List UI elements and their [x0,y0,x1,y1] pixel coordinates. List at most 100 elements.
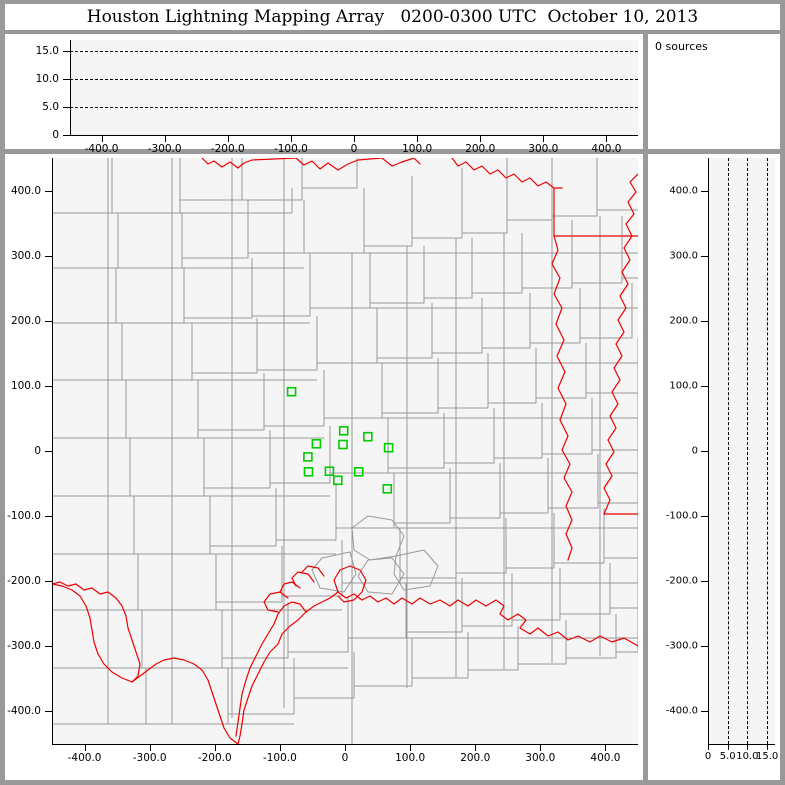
map-y-tick-label: 200.0 [10,314,41,327]
map-y-tick-label: 400.0 [10,184,41,197]
height-x-axis [708,744,775,745]
height-y-tick: 400.0 [669,185,708,196]
map-y-tick: -100.0 [7,510,52,522]
map-x-tick: -100.0 [263,745,297,764]
map-y-tick-label: -100.0 [7,510,41,523]
map-x-tick: 0 [342,745,348,764]
lma-station-marker[interactable] [362,431,373,442]
map-x-tick: -400.0 [68,745,101,764]
x-tick: 0 [351,136,357,155]
map-x-tick-label: 200.0 [460,752,491,764]
map-x-tick: 400.0 [590,745,620,764]
map-x-tick: -200.0 [198,745,232,764]
map-x-tick: 300.0 [525,745,555,764]
x-tick: -200.0 [211,136,245,155]
state-coastline-layer [52,158,638,744]
map-x-axis [52,744,638,745]
map-x-tick-label: -300.0 [132,752,167,764]
map-y-tick-label: -200.0 [7,575,41,588]
county-borders-layer [52,158,638,744]
sources-panel: 0 sources [648,34,780,149]
x-tick-label: 400.0 [591,143,622,155]
x-tick: 400.0 [591,136,621,155]
lma-station-marker[interactable] [338,425,349,436]
height-y-tick: 0 [692,446,708,457]
x-tick: -400.0 [85,136,118,155]
gridline-vertical [767,158,769,744]
map-y-tick: 400.0 [11,185,52,197]
map-x-tick-label: -400.0 [67,752,102,764]
gridline-vertical [727,158,729,744]
map-y-tick-label: 0 [34,445,41,457]
y-tick: 5.0 [42,101,70,113]
lma-station-marker[interactable] [303,452,313,462]
height-y-tick-label: -400.0 [665,705,698,717]
height-y-tick-label: -200.0 [665,575,698,587]
lma-station-marker[interactable] [383,442,394,453]
height-x-tick: 10.0 [736,745,759,762]
x-tick: -300.0 [148,136,182,155]
map-y-tick-label: -400.0 [7,705,41,718]
height-y-tick-label: -300.0 [665,640,698,652]
lma-station-marker[interactable] [382,483,393,494]
map-y-tick: -300.0 [7,640,52,652]
x-tick-label: 100.0 [402,143,433,155]
x-tick: 300.0 [528,136,558,155]
height-y-tick-label: 300.0 [669,250,698,262]
map-y-tick: 0 [34,445,52,457]
height-y-tick-label: 200.0 [669,315,698,327]
map-plot-area[interactable] [52,158,638,744]
map-y-tick: -400.0 [7,705,52,717]
height-x-tick-label: 5.0 [719,751,736,762]
map-x-tick: 200.0 [460,745,490,764]
plan-view-map-panel[interactable]: -400.0 -300.0 -200.0 -100.0 0 100.0 200.0 300.0… [5,154,643,780]
lma-station-marker[interactable] [286,386,297,397]
height-y-tick: 200.0 [669,315,708,326]
lma-station-marker[interactable] [311,438,322,449]
lma-station-marker[interactable] [353,466,364,477]
height-y-tick: -300.0 [666,641,708,652]
page-title: Houston Lightning Mapping Array 0200-030… [86,7,699,27]
lma-station-marker[interactable] [332,475,343,486]
map-svg [52,158,638,744]
map-x-tick: 100.0 [395,745,425,764]
lma-station-marker[interactable] [303,466,314,477]
height-y-plot-area[interactable] [708,158,775,744]
time-height-panel[interactable]: 0 5.0 10.0 15.0 -400.0 -300.0 -200.0 -100.0 0 100… [5,34,643,155]
map-x-tick-label: 400.0 [590,752,621,764]
x-tick: -100.0 [274,136,308,155]
y-tick-label: 5.0 [42,101,59,114]
gridline-horizontal [70,79,638,81]
time-height-plot-area[interactable] [70,40,638,135]
height-y-tick: 300.0 [669,250,708,261]
x-tick-label: 300.0 [528,143,559,155]
y-tick: 15.0 [36,45,70,57]
time-height-y-axis [70,40,71,135]
y-tick: 0 [52,129,70,141]
x-tick: 200.0 [465,136,495,155]
map-y-tick: -200.0 [7,575,52,587]
title-bar: Houston Lightning Mapping Array 0200-030… [5,4,780,30]
lma-station-markers[interactable] [286,386,394,494]
height-y-panel[interactable]: -400.0 -300.0 -200.0 -100.0 0 100.0 200.0 300.0… [648,154,780,780]
height-y-tick-label: -100.0 [665,510,698,522]
height-y-tick: -100.0 [666,511,708,522]
height-y-axis [708,158,709,744]
map-x-tick-label: 100.0 [395,752,426,764]
x-tick-label: -200.0 [210,143,245,155]
x-tick-label: 200.0 [465,143,496,155]
height-y-tick-label: 400.0 [669,185,698,197]
height-x-tick-label: 15.0 [755,751,779,762]
y-tick: 10.0 [36,73,70,85]
map-x-tick-label: 300.0 [525,752,556,764]
lma-station-marker[interactable] [338,439,348,450]
gridline-horizontal [70,51,638,53]
map-x-tick-label: -200.0 [197,752,232,764]
sources-count-label: 0 sources [655,40,708,53]
time-height-x-axis [70,135,638,136]
map-y-tick: 100.0 [11,380,52,392]
lma-station-marker[interactable] [324,466,335,477]
height-y-tick: -200.0 [666,576,708,587]
y-tick-label: 0 [52,129,59,141]
map-y-tick: 300.0 [11,250,52,262]
